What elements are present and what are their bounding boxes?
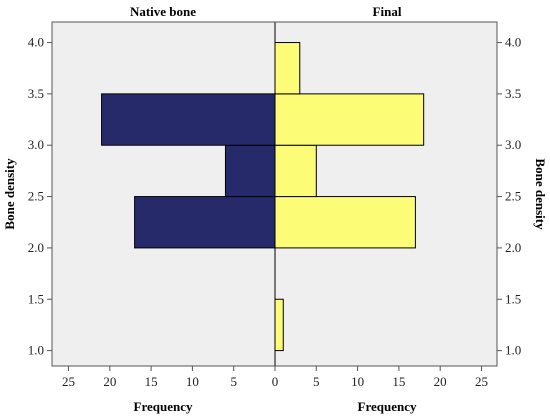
ytick-label-left: 3.0 [28, 137, 44, 152]
axis-ticks-layer: 1.0 1.0 1.5 1.5 2.0 2.0 2.5 2.5 3.0 3.0 3.5 3.5 4.0 4… [28, 35, 522, 389]
ytick-label-right: 2.0 [505, 240, 521, 255]
ytick-label-right: 1.5 [505, 291, 521, 306]
xtick-label-left: 10 [186, 374, 199, 389]
xtick-label-right: 10 [351, 374, 364, 389]
bar-final-1_25 [274, 298, 284, 352]
ytick-label-right: 1.0 [505, 343, 521, 358]
xtick-label-right: 20 [434, 374, 447, 389]
x-axis-label-right: Frequency [358, 399, 417, 414]
xtick-label-left: 15 [145, 374, 158, 389]
bar-final-2_75 [274, 144, 317, 198]
xtick-label-right: 5 [313, 374, 320, 389]
bar-native-bone-3_25 [101, 93, 276, 146]
panel-title-native-bone: Native bone [130, 4, 196, 19]
bar-final-3_25 [274, 93, 425, 146]
panel-title-final: Final [373, 4, 402, 19]
bar-native-bone-2_75 [224, 144, 276, 198]
bar-final-3_75 [274, 42, 301, 95]
x-axis-label-left: Frequency [134, 399, 193, 414]
ytick-label-right: 3.5 [505, 86, 521, 101]
ytick-label-left: 2.5 [28, 189, 44, 204]
bars-layer [101, 42, 425, 352]
y-axis-label-right: Bone density [533, 158, 548, 230]
ytick-label-right: 2.5 [505, 189, 521, 204]
xtick-label-left: 5 [230, 374, 237, 389]
xtick-label-right: 15 [392, 374, 405, 389]
ytick-label-left: 3.5 [28, 86, 44, 101]
xtick-label-right: 25 [475, 374, 488, 389]
y-axis-label-left: Bone density [2, 158, 17, 230]
xtick-label-left: 0 [272, 374, 279, 389]
ytick-label-left: 2.0 [28, 240, 44, 255]
bar-native-bone-2_25 [134, 196, 276, 249]
bar-final-2_25 [274, 196, 416, 249]
xtick-label-left: 20 [103, 374, 116, 389]
ytick-label-right: 4.0 [505, 35, 521, 50]
ytick-label-left: 4.0 [28, 35, 44, 50]
ytick-label-left: 1.0 [28, 343, 44, 358]
ytick-label-right: 3.0 [505, 137, 521, 152]
xtick-label-left: 25 [62, 374, 75, 389]
ytick-label-left: 1.5 [28, 291, 44, 306]
